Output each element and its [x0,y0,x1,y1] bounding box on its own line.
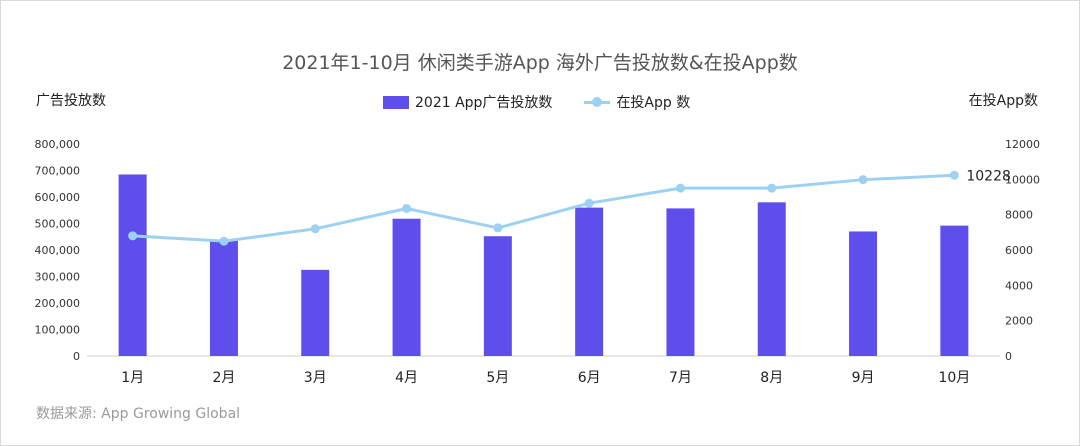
x-tick-label: 3月 [304,370,327,386]
legend-item-line[interactable]: 在投App 数 [584,92,690,112]
x-tick-label: 4月 [395,370,418,386]
bar-6月 [575,207,604,356]
line-point-3月 [310,224,320,234]
line-point-2月 [219,236,229,246]
legend: 2021 App广告投放数 在投App 数 [383,92,722,112]
right-tick-label: 2000 [1005,315,1033,328]
bar-7月 [666,208,695,356]
left-tick-label: 200,000 [35,297,81,310]
left-tick-label: 300,000 [35,271,81,284]
bar-8月 [757,202,786,356]
chart-title: 2021年1-10月 休闲类手游App 海外广告投放数&在投App数 [282,52,798,74]
right-tick-label: 6000 [1005,244,1033,257]
bar-3月 [301,269,330,356]
bar-1月 [118,174,147,356]
line-point-1月 [128,231,138,241]
bar-9月 [849,231,878,356]
bar-2月 [209,240,238,356]
line-point-10月 [949,170,959,180]
line-point-4月 [402,203,412,213]
legend-line-swatch [584,96,611,109]
left-tick-label: 100,000 [35,324,81,337]
bar-5月 [483,236,512,356]
right-tick-label: 8000 [1005,209,1033,222]
right-tick-label: 4000 [1005,279,1033,292]
line-point-6月 [584,198,594,208]
legend-bar-label: 2021 App广告投放数 [415,95,553,111]
left-axis-title: 广告投放数 [36,93,106,109]
line-point-8月 [767,183,777,193]
line-series-path [132,173,955,243]
left-tick-label: 500,000 [35,218,81,231]
legend-item-bar[interactable]: 2021 App广告投放数 [383,92,552,112]
source-note: 数据来源: App Growing Global [36,406,241,422]
left-tick-label: 0 [73,350,80,363]
left-tick-label: 800,000 [35,138,81,151]
x-tick-label: 6月 [578,370,601,386]
right-tick-label: 10000 [1005,173,1040,186]
left-tick-label: 400,000 [35,244,81,257]
right-tick-label: 12000 [1005,138,1040,151]
annotation-label: 10228 [966,168,1011,184]
x-tick-label: 10月 [938,370,970,386]
x-tick-label: 2月 [212,370,235,386]
line-point-5月 [493,223,503,233]
bar-4月 [392,218,421,356]
legend-bar-swatch [383,95,409,109]
x-tick-label: 5月 [486,370,509,386]
legend-line-label: 在投App 数 [616,95,691,111]
right-axis-title: 在投App数 [968,93,1038,109]
bar-10月 [940,225,969,356]
left-tick-label: 600,000 [35,191,81,204]
x-tick-label: 1月 [121,370,144,386]
line-point-7月 [675,183,685,193]
x-tick-label: 7月 [669,370,692,386]
line-point-9月 [858,175,868,185]
left-tick-label: 700,000 [35,165,81,178]
x-tick-label: 8月 [760,370,783,386]
right-tick-label: 0 [1005,350,1012,363]
x-tick-label: 9月 [852,370,875,386]
